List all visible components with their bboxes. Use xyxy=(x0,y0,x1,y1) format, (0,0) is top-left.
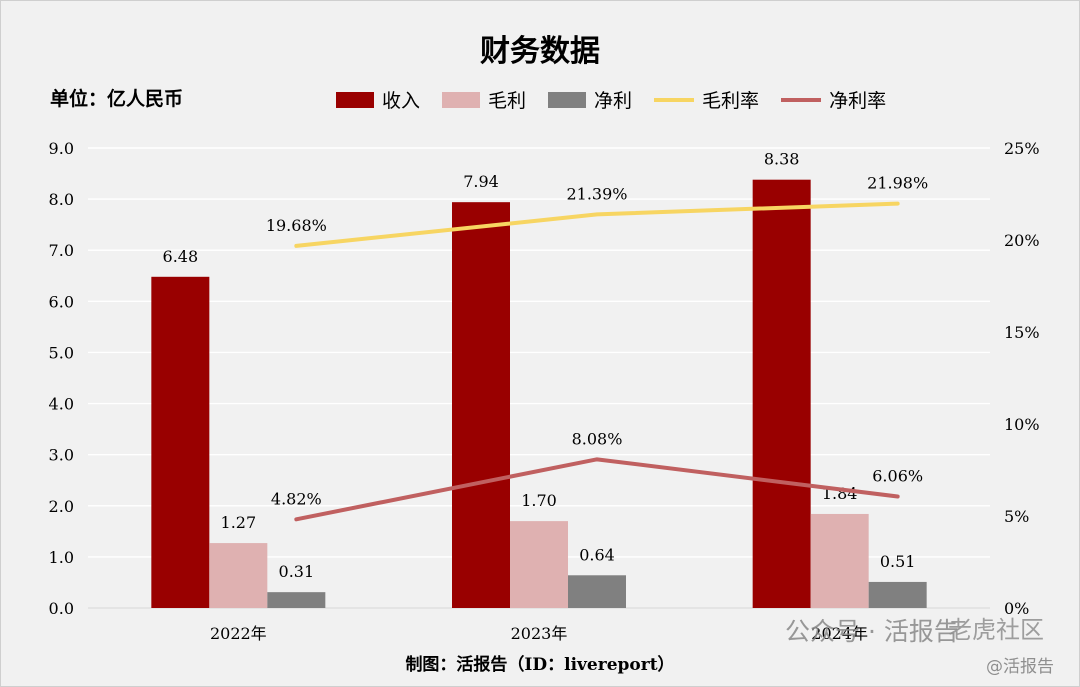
chart-title: 财务数据 xyxy=(480,34,600,69)
y-tick-label: 4.0 xyxy=(49,395,74,414)
y-tick-label: 3.0 xyxy=(49,446,74,465)
legend-label-gross-profit: 毛利 xyxy=(488,90,527,112)
x-tick-label: 2023年 xyxy=(511,624,568,643)
bar-gross-profit xyxy=(209,543,268,608)
x-tick-label: 2024年 xyxy=(811,624,868,643)
watermark-handle: @活报告 xyxy=(986,657,1054,677)
data-label-bar: 0.64 xyxy=(579,545,615,564)
bar-gross-profit xyxy=(510,521,568,608)
legend-item-revenue: 收入 xyxy=(336,86,420,113)
legend-item-net-profit: 净利 xyxy=(548,86,632,113)
y-tick-label: 0.0 xyxy=(49,599,74,618)
y2-tick-label: 10% xyxy=(1004,415,1040,434)
data-label-gross-margin: 21.98% xyxy=(867,174,928,193)
data-label-net-margin: 6.06% xyxy=(872,466,923,485)
data-label-net-margin: 4.82% xyxy=(271,489,322,508)
legend-swatch-revenue xyxy=(336,91,374,108)
y-tick-label: 7.0 xyxy=(49,241,74,260)
data-label-bar: 0.51 xyxy=(880,552,916,571)
legend-item-gross-profit: 毛利 xyxy=(442,86,526,113)
data-label-gross-margin: 19.68% xyxy=(266,216,327,235)
bar-revenue xyxy=(452,202,510,608)
data-label-net-margin: 8.08% xyxy=(572,429,623,448)
legend-swatch-net-profit xyxy=(548,91,587,108)
y2-tick-label: 5% xyxy=(1004,507,1029,526)
legend: 收入 毛利 净利 毛利率 净利率 xyxy=(336,86,908,113)
y-tick-label: 8.0 xyxy=(49,190,74,209)
data-label-bar: 1.70 xyxy=(521,491,557,510)
y-tick-label: 5.0 xyxy=(49,343,74,362)
credit-line: 制图：活报告（ID：livereport） xyxy=(405,655,675,675)
unit-label: 单位：亿人民币 xyxy=(50,88,184,110)
legend-label-net-profit: 净利 xyxy=(594,90,633,112)
data-label-bar: 0.31 xyxy=(279,562,315,581)
bar-net-profit xyxy=(868,581,927,608)
data-label-bar: 8.38 xyxy=(764,150,800,169)
legend-item-gross-margin: 毛利率 xyxy=(654,86,759,113)
legend-label-revenue: 收入 xyxy=(382,90,421,112)
y-tick-label: 6.0 xyxy=(49,292,74,311)
legend-label-gross-margin: 毛利率 xyxy=(702,90,760,112)
legend-line-gross-margin xyxy=(654,97,695,102)
y2-tick-label: 25% xyxy=(1004,139,1040,158)
legend-label-net-margin: 净利率 xyxy=(829,90,887,112)
y-tick-label: 1.0 xyxy=(49,548,74,567)
bar-net-profit xyxy=(267,592,326,608)
data-label-bar: 1.27 xyxy=(221,513,257,532)
bar-gross-profit xyxy=(810,513,869,608)
data-label-bar: 6.48 xyxy=(163,247,199,266)
legend-item-net-margin: 净利率 xyxy=(781,86,886,113)
legend-line-net-margin xyxy=(781,97,822,102)
bar-revenue xyxy=(752,179,811,608)
legend-swatch-gross-profit xyxy=(442,91,481,108)
watermark-wechat: 公众号 · 活报告 xyxy=(785,617,959,646)
data-label-bar: 7.94 xyxy=(463,172,499,191)
y-tick-label: 2.0 xyxy=(49,497,74,516)
data-label-gross-margin: 21.39% xyxy=(566,184,627,203)
bar-net-profit xyxy=(568,575,626,608)
bar-revenue xyxy=(151,276,210,608)
y2-tick-label: 20% xyxy=(1004,231,1040,250)
y-tick-label: 9.0 xyxy=(49,139,74,158)
y2-tick-label: 15% xyxy=(1004,323,1040,342)
x-tick-label: 2022年 xyxy=(210,624,267,643)
watermark-community: 老虎社区 xyxy=(948,616,1044,644)
y2-tick-label: 0% xyxy=(1004,599,1029,618)
